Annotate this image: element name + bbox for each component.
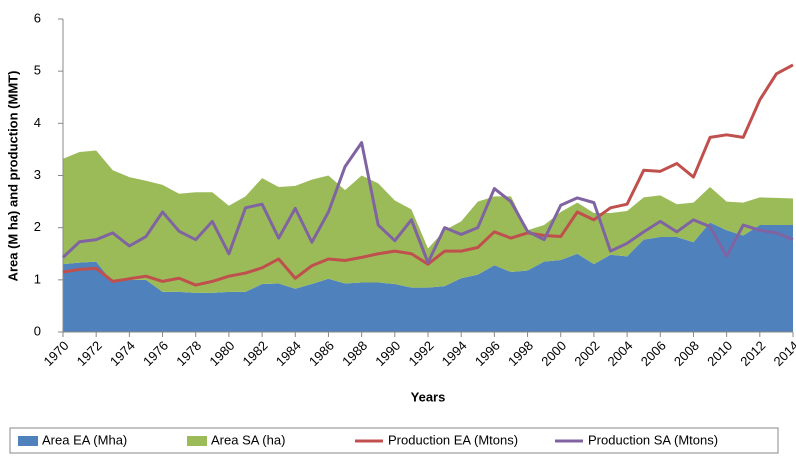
x-tick-label: 1982 <box>240 338 271 369</box>
y-tick-label: 0 <box>34 323 41 338</box>
area <box>63 222 793 332</box>
x-tick-label: 1996 <box>472 338 503 369</box>
x-tick-label: 2014 <box>770 338 796 369</box>
x-tick-label: 1986 <box>306 338 337 369</box>
x-tick-label: 2012 <box>737 338 768 369</box>
x-tick-label: 1976 <box>140 338 171 369</box>
x-tick-label: 1988 <box>339 338 370 369</box>
x-tick-label: 2004 <box>605 338 636 369</box>
line <box>61 141 794 265</box>
y-tick-label: 1 <box>34 271 41 286</box>
x-tick-label: 2002 <box>571 338 602 369</box>
x-tick-label: 1992 <box>405 338 436 369</box>
y-tick-label: 3 <box>34 167 41 182</box>
legend-swatch <box>18 436 38 446</box>
y-axis-label: Area (M ha) and production (MMT) <box>5 71 20 282</box>
area <box>63 150 793 293</box>
line <box>62 63 794 287</box>
x-tick-label: 2008 <box>671 338 702 369</box>
x-tick-label: 2010 <box>704 338 735 369</box>
x-tick-label: 1974 <box>107 338 138 369</box>
legend-label: Area SA (ha) <box>211 432 285 447</box>
x-tick-label: 1990 <box>372 338 403 369</box>
x-tick-label: 1972 <box>74 338 105 369</box>
y-tick-label: 2 <box>34 219 41 234</box>
x-tick-label: 1970 <box>40 338 71 369</box>
legend-label: Area EA (Mha) <box>42 432 127 447</box>
x-tick-label: 1978 <box>173 338 204 369</box>
x-tick-label: 2006 <box>638 338 669 369</box>
x-tick-label: 1994 <box>439 338 470 369</box>
x-tick-label: 2000 <box>538 338 569 369</box>
legend-label: Production SA (Mtons) <box>588 432 718 447</box>
x-axis-label: Years <box>411 389 446 404</box>
x-tick-label: 1980 <box>206 338 237 369</box>
y-tick-label: 6 <box>34 10 41 25</box>
legend-swatch <box>187 436 207 446</box>
legend-box <box>9 427 779 454</box>
y-tick-label: 4 <box>34 115 41 130</box>
x-tick-label: 1998 <box>505 338 536 369</box>
legend-label: Production EA (Mtons) <box>388 432 518 447</box>
x-tick-label: 1984 <box>273 338 304 369</box>
y-tick-label: 5 <box>34 63 41 78</box>
